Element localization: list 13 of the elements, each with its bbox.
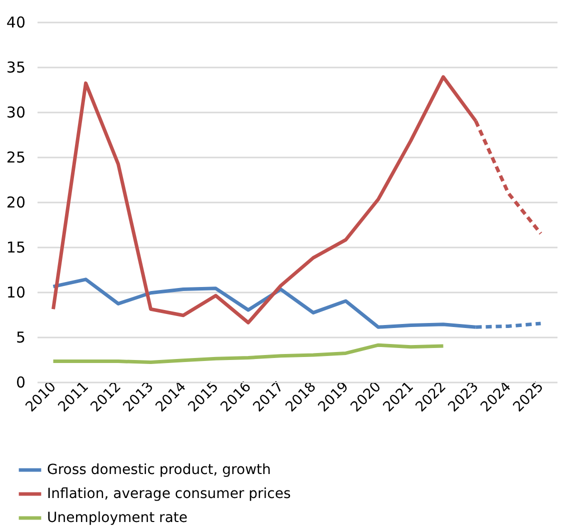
line-series — [52, 343, 445, 364]
legend-label: Gross domestic product, growth — [47, 462, 271, 478]
y-tick-label: 15 — [6, 238, 26, 256]
legend-label: Inflation, average consumer prices — [47, 486, 291, 502]
y-tick-label: 30 — [6, 104, 26, 122]
y-tick-label: 10 — [6, 284, 26, 302]
y-tick-label: 35 — [6, 58, 26, 76]
y-tick-label: 20 — [6, 194, 26, 212]
y-tick-label: 40 — [6, 14, 26, 32]
y-tick-label: 0 — [16, 374, 26, 392]
legend-label: Unemployment rate — [47, 510, 188, 526]
y-tick-label: 25 — [6, 148, 26, 166]
y-tick-label: 5 — [16, 328, 26, 346]
